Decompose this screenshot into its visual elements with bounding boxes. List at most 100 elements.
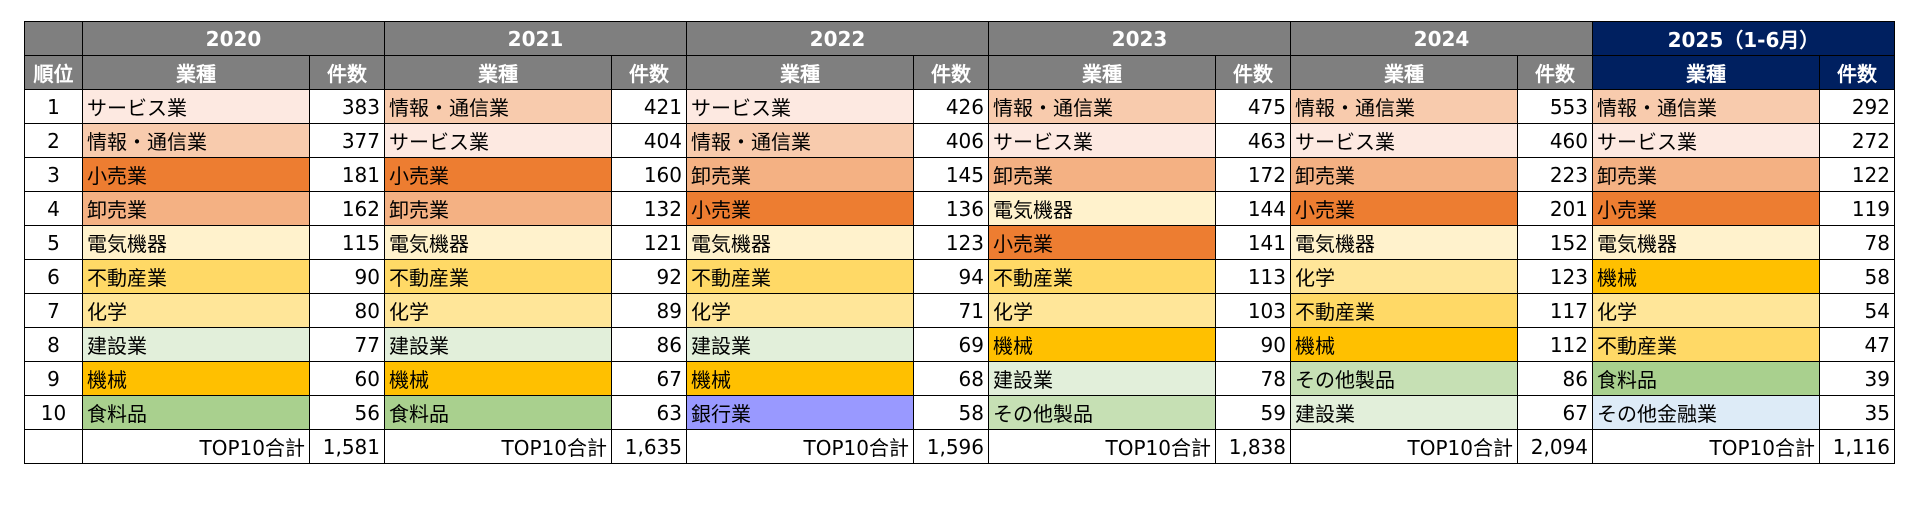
industry-header: 業種 — [686, 55, 914, 90]
count-cell: 421 — [611, 89, 687, 124]
industry-header: 業種 — [1592, 55, 1820, 90]
count-cell: 63 — [611, 395, 687, 430]
industry-cell: サービス業 — [1592, 123, 1820, 158]
ranking-table: 2020 2021 2022 2023 2024 2025（1-6月） 順位 業種 件数 業種… — [24, 21, 1895, 464]
count-cell: 67 — [611, 361, 687, 396]
count-cell: 223 — [1517, 157, 1593, 192]
count-cell: 475 — [1215, 89, 1291, 124]
industry-cell: 化学 — [988, 293, 1216, 328]
industry-cell: 化学 — [686, 293, 914, 328]
industry-cell: 電気機器 — [686, 225, 914, 260]
count-cell: 58 — [913, 395, 989, 430]
count-cell: 35 — [1819, 395, 1895, 430]
industry-cell: 不動産業 — [1592, 327, 1820, 362]
industry-header: 業種 — [1290, 55, 1518, 90]
total-value: 1,116 — [1819, 429, 1895, 464]
count-cell: 553 — [1517, 89, 1593, 124]
industry-cell: 機械 — [82, 361, 310, 396]
industry-cell: 機械 — [988, 327, 1216, 362]
table-row: 4 卸売業 162 卸売業 132 小売業 136 電気機器 144 小売業 201 小売業 119 — [24, 191, 1895, 226]
count-header: 件数 — [309, 55, 385, 90]
count-cell: 78 — [1819, 225, 1895, 260]
industry-cell: 電気機器 — [1290, 225, 1518, 260]
count-cell: 181 — [309, 157, 385, 192]
count-cell: 78 — [1215, 361, 1291, 396]
count-cell: 77 — [309, 327, 385, 362]
year-header-row: 2020 2021 2022 2023 2024 2025（1-6月） — [24, 21, 1895, 56]
count-cell: 172 — [1215, 157, 1291, 192]
industry-cell: 建設業 — [1290, 395, 1518, 430]
industry-header: 業種 — [384, 55, 612, 90]
count-cell: 69 — [913, 327, 989, 362]
total-value: 1,635 — [611, 429, 687, 464]
total-label: TOP10合計 — [1290, 429, 1518, 464]
industry-cell: 電気機器 — [384, 225, 612, 260]
count-cell: 377 — [309, 123, 385, 158]
industry-cell: 建設業 — [988, 361, 1216, 396]
year-header: 2023 — [988, 21, 1291, 56]
industry-cell: サービス業 — [686, 89, 914, 124]
industry-cell: サービス業 — [82, 89, 310, 124]
count-cell: 115 — [309, 225, 385, 260]
table-row: 8 建設業 77 建設業 86 建設業 69 機械 90 機械 112 不動産業 47 — [24, 327, 1895, 362]
industry-cell: 不動産業 — [82, 259, 310, 294]
year-header: 2020 — [82, 21, 385, 56]
industry-cell: 建設業 — [82, 327, 310, 362]
count-cell: 86 — [1517, 361, 1593, 396]
count-cell: 56 — [309, 395, 385, 430]
industry-cell: 情報・通信業 — [686, 123, 914, 158]
count-header: 件数 — [611, 55, 687, 90]
rank-cell: 7 — [24, 293, 83, 328]
count-cell: 160 — [611, 157, 687, 192]
industry-cell: 卸売業 — [1592, 157, 1820, 192]
count-cell: 123 — [1517, 259, 1593, 294]
count-cell: 94 — [913, 259, 989, 294]
industry-cell: 不動産業 — [384, 259, 612, 294]
count-cell: 112 — [1517, 327, 1593, 362]
count-cell: 406 — [913, 123, 989, 158]
rank-cell: 4 — [24, 191, 83, 226]
count-cell: 292 — [1819, 89, 1895, 124]
industry-cell: その他製品 — [988, 395, 1216, 430]
count-cell: 123 — [913, 225, 989, 260]
count-cell: 80 — [309, 293, 385, 328]
table-row: 1 サービス業 383 情報・通信業 421 サービス業 426 情報・通信業 475 情報・通信… — [24, 89, 1895, 124]
count-cell: 383 — [309, 89, 385, 124]
industry-cell: サービス業 — [384, 123, 612, 158]
count-cell: 145 — [913, 157, 989, 192]
industry-cell: 卸売業 — [1290, 157, 1518, 192]
count-cell: 136 — [913, 191, 989, 226]
count-cell: 426 — [913, 89, 989, 124]
count-header: 件数 — [1819, 55, 1895, 90]
count-cell: 103 — [1215, 293, 1291, 328]
count-cell: 152 — [1517, 225, 1593, 260]
rank-cell: 8 — [24, 327, 83, 362]
rank-cell: 9 — [24, 361, 83, 396]
industry-cell: 化学 — [1592, 293, 1820, 328]
industry-cell: 電気機器 — [1592, 225, 1820, 260]
total-label: TOP10合計 — [988, 429, 1216, 464]
industry-cell: 小売業 — [1290, 191, 1518, 226]
count-header: 件数 — [913, 55, 989, 90]
rank-cell: 10 — [24, 395, 83, 430]
industry-cell: 不動産業 — [686, 259, 914, 294]
year-header: 2021 — [384, 21, 687, 56]
industry-cell: 小売業 — [82, 157, 310, 192]
industry-cell: 食料品 — [384, 395, 612, 430]
count-cell: 39 — [1819, 361, 1895, 396]
table-row: 10 食料品 56 食料品 63 銀行業 58 その他製品 59 建設業 67 その他金融業 35 — [24, 395, 1895, 430]
count-cell: 90 — [309, 259, 385, 294]
industry-cell: 情報・通信業 — [82, 123, 310, 158]
industry-cell: 建設業 — [686, 327, 914, 362]
count-header: 件数 — [1215, 55, 1291, 90]
industry-cell: 小売業 — [384, 157, 612, 192]
industry-cell: 機械 — [384, 361, 612, 396]
total-rank-cell — [24, 429, 83, 464]
industry-cell: 電気機器 — [988, 191, 1216, 226]
industry-cell: 小売業 — [1592, 191, 1820, 226]
industry-cell: 不動産業 — [1290, 293, 1518, 328]
count-cell: 141 — [1215, 225, 1291, 260]
count-cell: 47 — [1819, 327, 1895, 362]
count-cell: 122 — [1819, 157, 1895, 192]
count-header: 件数 — [1517, 55, 1593, 90]
